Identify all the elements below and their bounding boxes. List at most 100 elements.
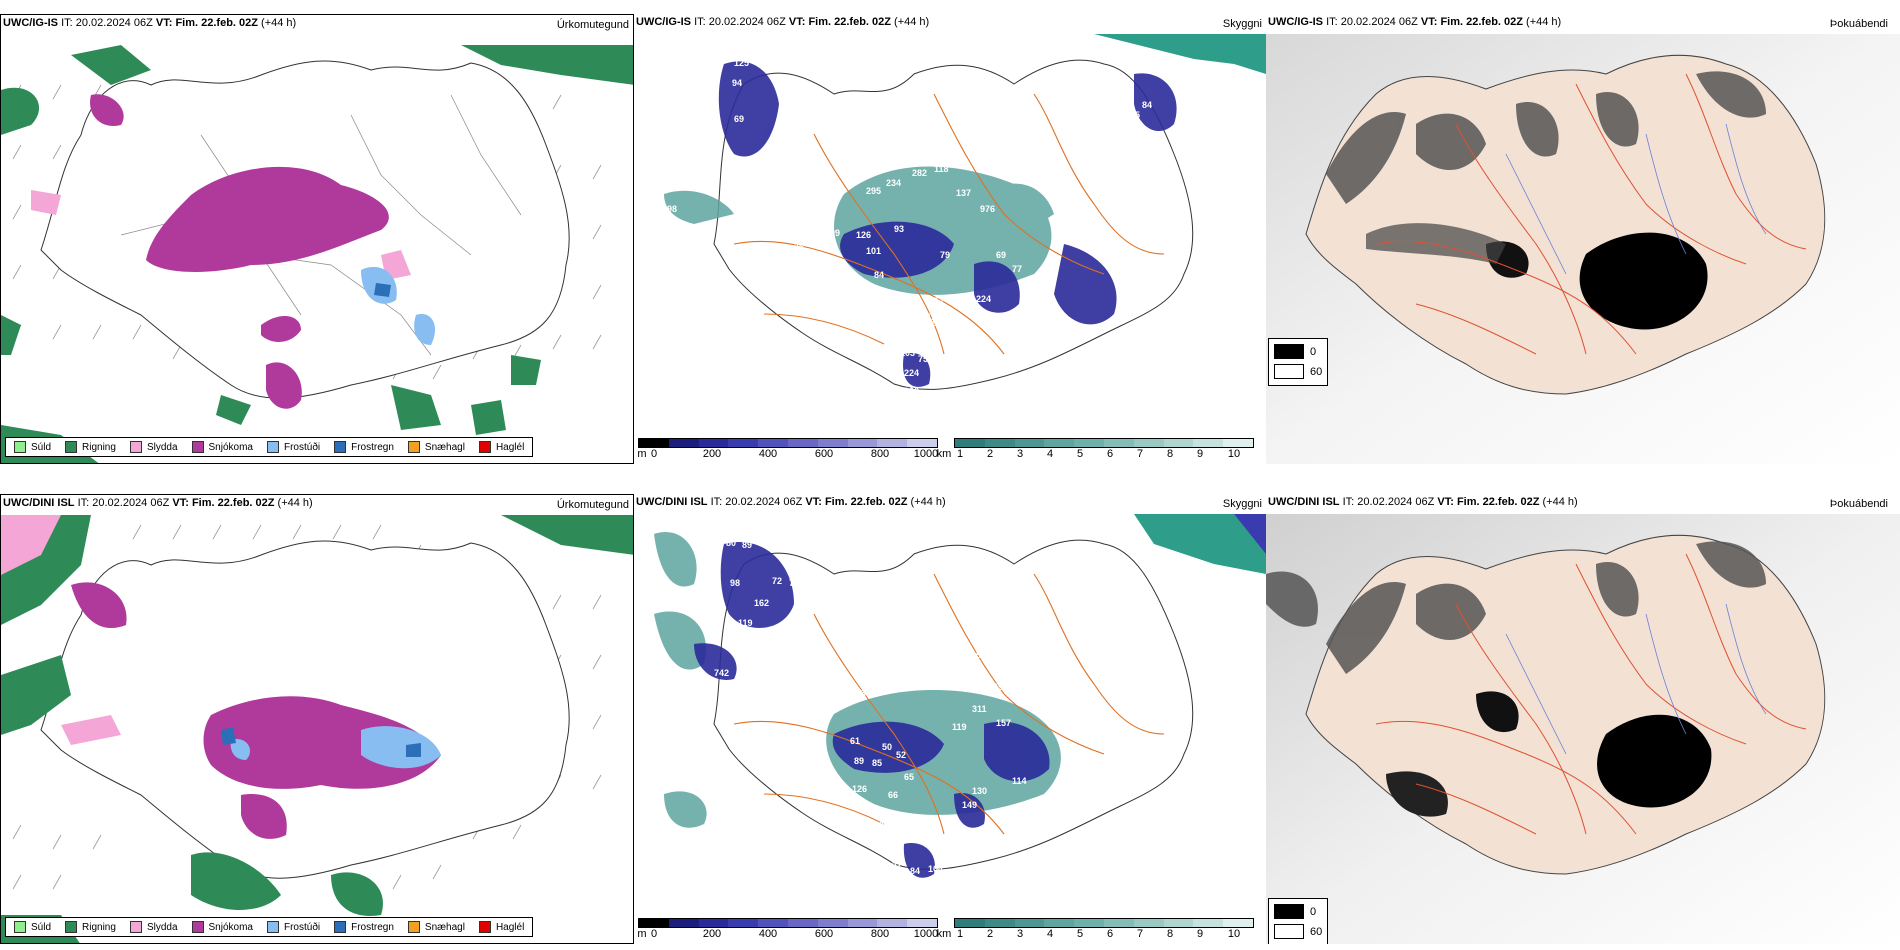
vis-value: 76 bbox=[794, 242, 804, 252]
vis-value: 114 bbox=[1012, 776, 1027, 786]
vis-value: 84 bbox=[874, 270, 884, 280]
legend-item: Slydda bbox=[129, 441, 178, 453]
legend-swatch bbox=[14, 441, 26, 453]
colorbar-tick: 7 bbox=[1136, 448, 1144, 460]
vis-value: 234 bbox=[886, 178, 901, 188]
vis-value: 79 bbox=[730, 698, 740, 708]
vis-value: 154 bbox=[994, 320, 1009, 330]
vis-value: 84 bbox=[1142, 100, 1152, 110]
panel-precip-type-ig-is: UWC/IG-IS IT: 20.02.2024 06Z VT: Fim. 22… bbox=[0, 14, 634, 464]
panel-header: UWC/IG-IS IT: 20.02.2024 06Z VT: Fim. 22… bbox=[1268, 16, 1562, 28]
visibility-km-colorbar: km 1 2 3 4 5 6 7 8 9 10 bbox=[937, 438, 1254, 460]
vis-value: 72 bbox=[772, 576, 782, 586]
field-title: Skyggni bbox=[1222, 498, 1262, 510]
vis-value: 125 bbox=[734, 58, 749, 68]
vis-value: 112 bbox=[1072, 86, 1087, 96]
vis-value: 52 bbox=[896, 750, 906, 760]
vis-value: 162 bbox=[754, 598, 769, 608]
legend-swatch bbox=[191, 441, 204, 453]
colorbar-tick: 8 bbox=[1166, 928, 1174, 940]
legend-item: Rigning bbox=[65, 441, 116, 453]
legend-item: Súld bbox=[14, 441, 51, 453]
vis-value: 742 bbox=[714, 668, 729, 678]
legend-swatch bbox=[334, 921, 347, 933]
panel-header: UWC/IG-IS IT: 20.02.2024 06Z VT: Fim. 22… bbox=[3, 17, 297, 29]
vis-value: 217 bbox=[774, 762, 789, 772]
vis-value: 75 bbox=[918, 354, 928, 364]
colorbar-tick: 4 bbox=[1046, 928, 1054, 940]
colorbar-tick: 600 bbox=[814, 928, 834, 940]
legend-swatch bbox=[266, 921, 279, 933]
vis-value: 224 bbox=[976, 294, 991, 304]
vis-value: 61 bbox=[850, 736, 860, 746]
vis-value: 50 bbox=[882, 742, 892, 752]
fog-map bbox=[1266, 514, 1900, 944]
colorbar-tick: 2 bbox=[986, 928, 994, 940]
legend-item: Snæhagl bbox=[407, 441, 465, 453]
vis-value: 84 bbox=[910, 866, 920, 876]
precip-map bbox=[1, 515, 633, 943]
panel-header: UWC/DINI ISL IT: 20.02.2024 06Z VT: Fim.… bbox=[1268, 496, 1578, 508]
vis-value: 61 bbox=[932, 318, 942, 328]
vis-value: 73 bbox=[792, 116, 802, 126]
field-title: Úrkomutegund bbox=[556, 499, 629, 511]
legend-item: Snæhagl bbox=[407, 921, 465, 933]
panel-fog-dini: UWC/DINI ISL IT: 20.02.2024 06Z VT: Fim.… bbox=[1266, 494, 1900, 944]
legend-swatch bbox=[14, 921, 26, 933]
colorbar-unit: km bbox=[936, 448, 952, 460]
legend-swatch bbox=[478, 921, 491, 933]
vis-value: 976 bbox=[980, 204, 995, 214]
vis-value: 72 bbox=[789, 578, 799, 588]
colorbar-tick: 5 bbox=[1076, 928, 1084, 940]
legend-swatch bbox=[65, 921, 78, 933]
vis-value: 98 bbox=[730, 578, 740, 588]
vis-value: 66 bbox=[888, 790, 898, 800]
colorbar-tick: 0 bbox=[650, 448, 658, 460]
legend-item: Slydda bbox=[129, 921, 178, 933]
fog-legend-label: 0 bbox=[1310, 345, 1317, 358]
vis-value: 100 bbox=[904, 386, 919, 396]
fog-legend: 0 60 bbox=[1268, 338, 1328, 386]
colorbar-tick: 10 bbox=[1227, 448, 1241, 460]
colorbar-unit: km bbox=[936, 928, 952, 940]
legend-swatch bbox=[65, 441, 78, 453]
colorbar-tick: 200 bbox=[702, 448, 722, 460]
colorbar-tick: 6 bbox=[1106, 448, 1114, 460]
vis-value: 89 bbox=[854, 756, 864, 766]
legend-item: Frostúði bbox=[266, 921, 320, 933]
vis-value: 120 bbox=[774, 186, 789, 196]
legend-item: Frostregn bbox=[334, 921, 394, 933]
field-title: Skyggni bbox=[1222, 18, 1262, 30]
vis-value: 149 bbox=[962, 800, 977, 810]
colorbar-tick: 3 bbox=[1016, 448, 1024, 460]
legend-item: Frostúði bbox=[266, 441, 320, 453]
fog-legend: 0 60 bbox=[1268, 898, 1328, 944]
legend-item: Haglél bbox=[478, 441, 524, 453]
vis-value: 118 bbox=[934, 164, 949, 174]
vis-value: 69 bbox=[734, 114, 744, 124]
legend-swatch bbox=[129, 441, 142, 453]
precip-type-legend: Súld Rigning Slydda Snjókoma Frostúði Fr… bbox=[5, 437, 534, 457]
panel-header: UWC/IG-IS IT: 20.02.2024 06Z VT: Fim. 22… bbox=[636, 16, 930, 28]
colorbar-tick: 7 bbox=[1136, 928, 1144, 940]
legend-swatch bbox=[191, 921, 204, 933]
vis-value: 295 bbox=[866, 186, 881, 196]
vis-value: 45 bbox=[886, 314, 896, 324]
legend-item: Frostregn bbox=[334, 441, 394, 453]
vis-value: 631 bbox=[874, 820, 889, 830]
vis-value: 126 bbox=[856, 230, 871, 240]
panel-fog-ig-is: UWC/IG-IS IT: 20.02.2024 06Z VT: Fim. 22… bbox=[1266, 14, 1900, 464]
panel-visibility-dini: UWC/DINI ISL IT: 20.02.2024 06Z VT: Fim.… bbox=[634, 494, 1266, 944]
panel-header: UWC/DINI ISL IT: 20.02.2024 06Z VT: Fim.… bbox=[3, 497, 313, 509]
legend-swatch bbox=[407, 921, 420, 933]
vis-value: 130 bbox=[972, 786, 987, 796]
legend-item: Rigning bbox=[65, 921, 116, 933]
legend-swatch bbox=[129, 921, 142, 933]
vis-value: 103 bbox=[900, 348, 915, 358]
colorbar-unit: m bbox=[637, 928, 647, 940]
legend-swatch bbox=[407, 441, 420, 453]
colorbar-tick: 200 bbox=[702, 928, 722, 940]
vis-value: 83 bbox=[784, 706, 794, 716]
colorbar-tick: 0 bbox=[650, 928, 658, 940]
vis-value: 112 bbox=[922, 312, 937, 322]
